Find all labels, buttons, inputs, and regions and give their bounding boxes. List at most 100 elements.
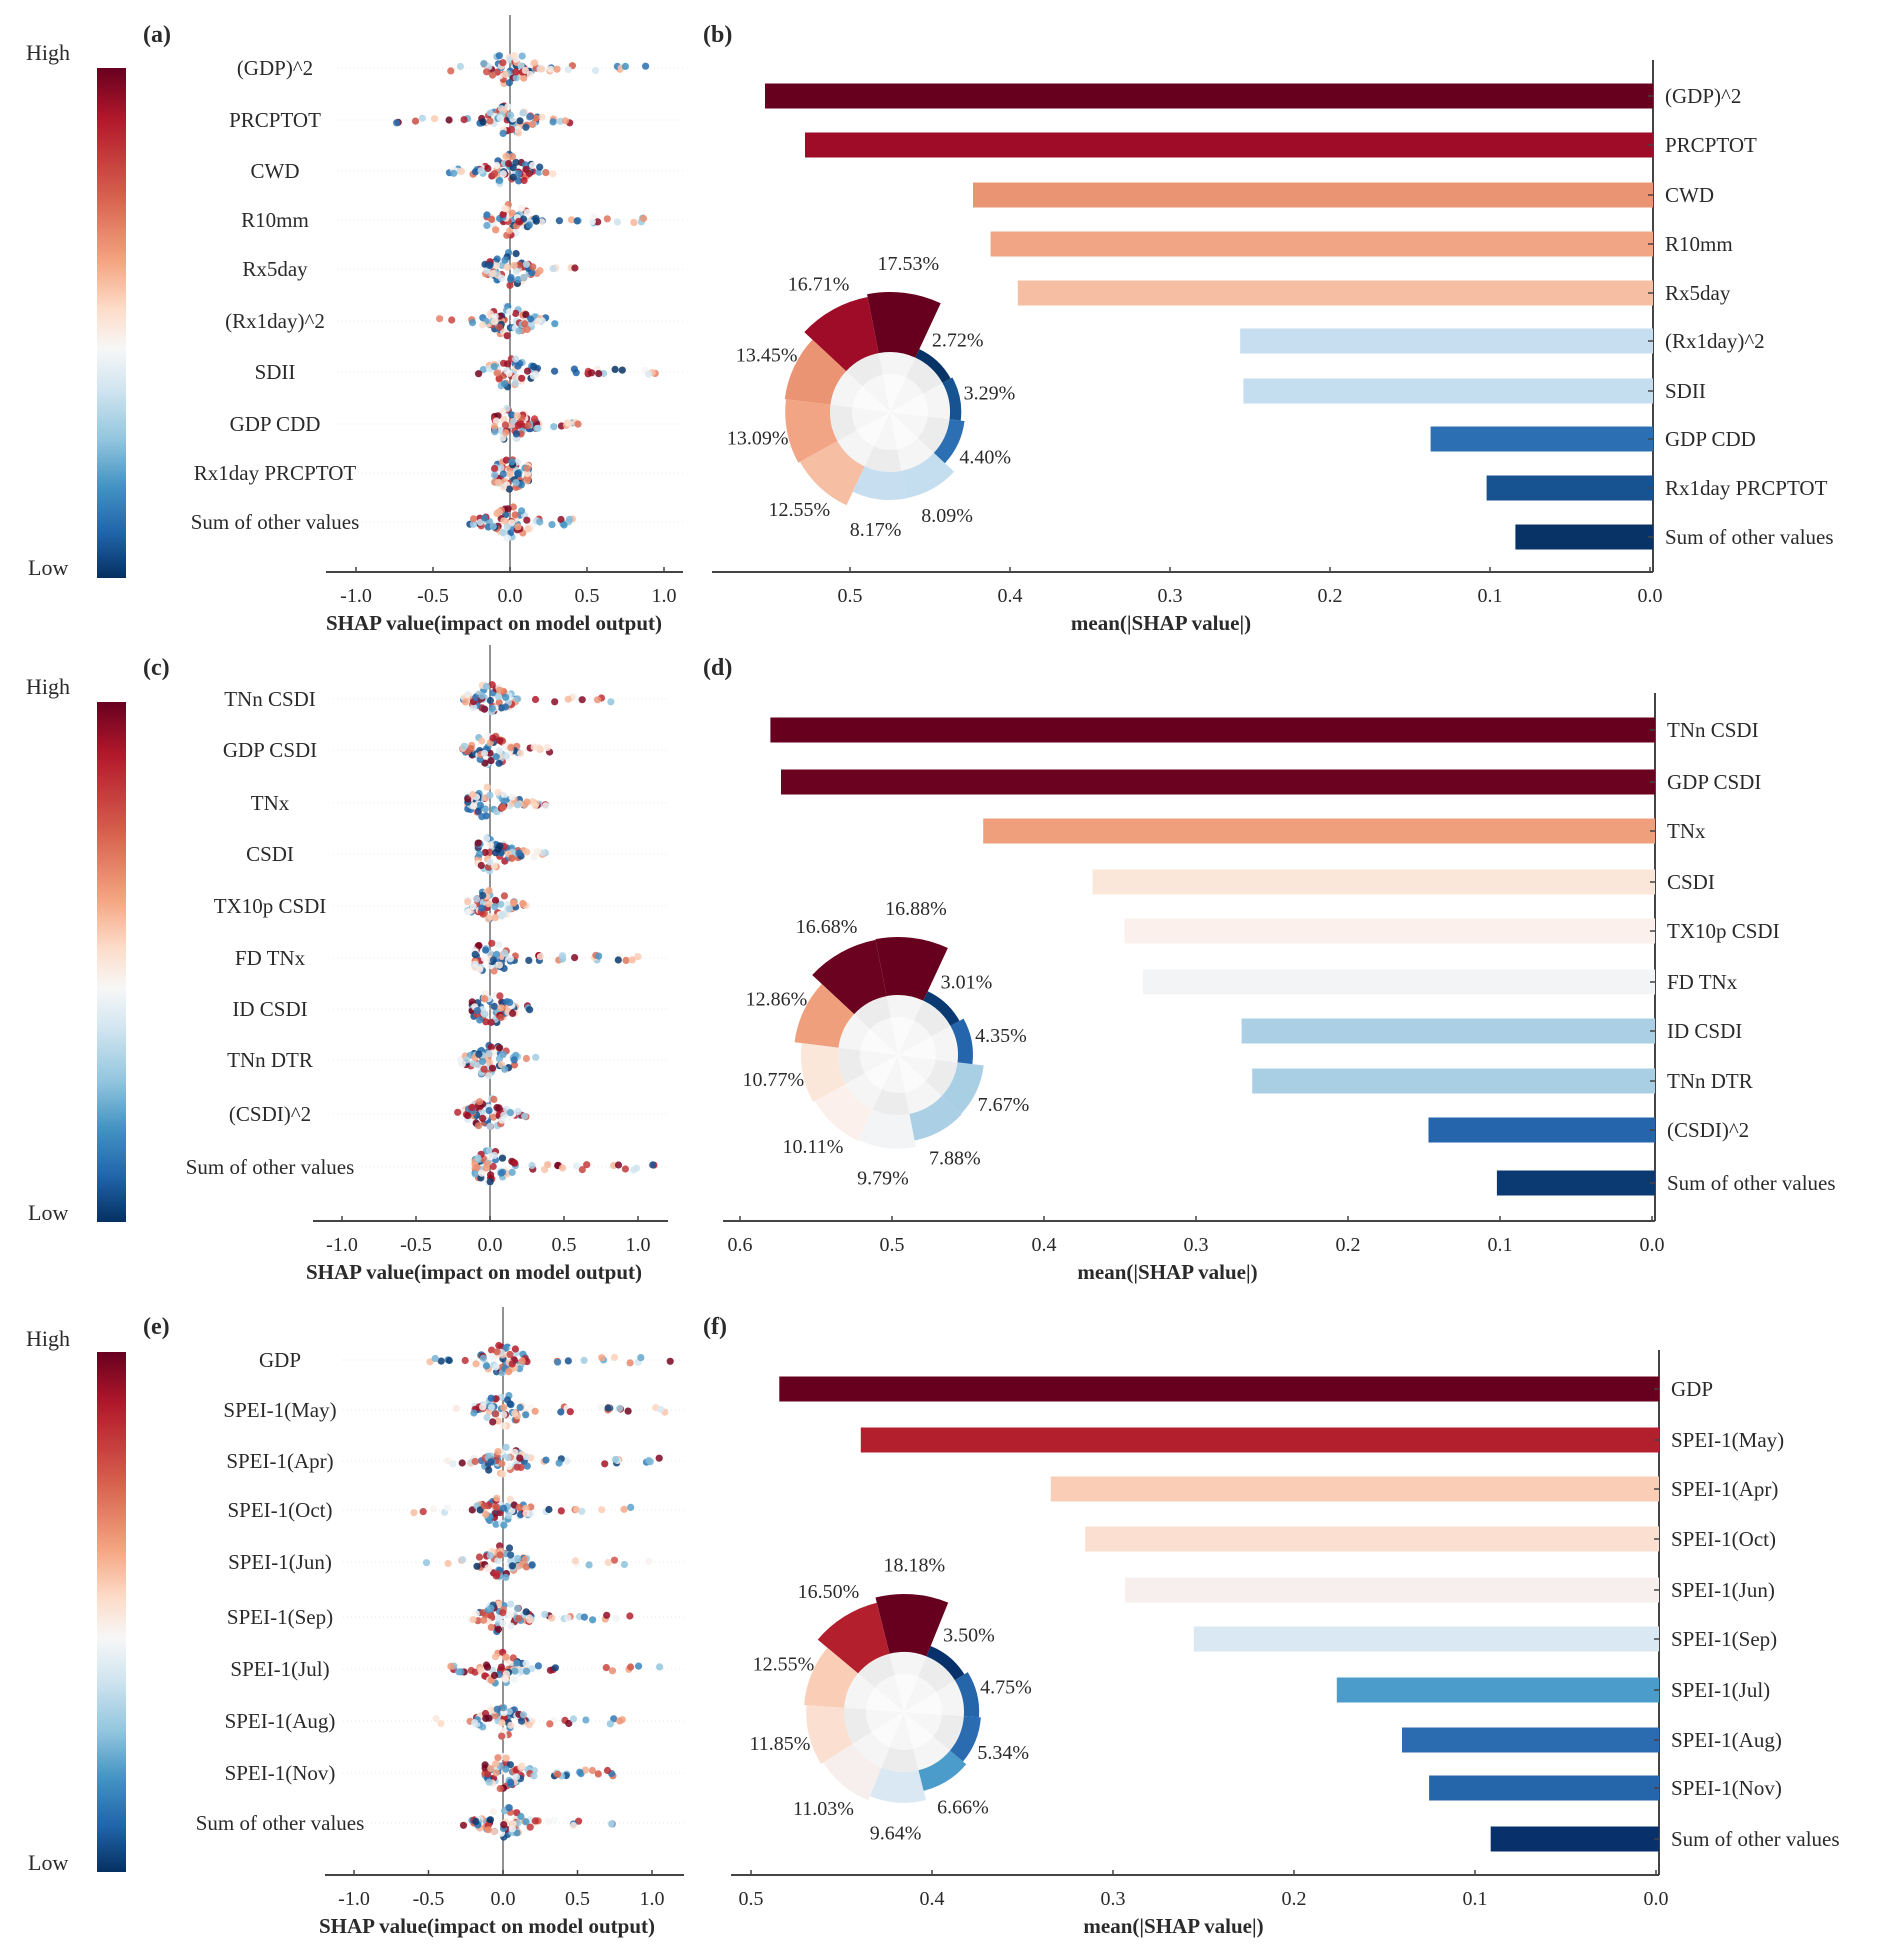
shap-point bbox=[516, 1454, 524, 1462]
shap-point bbox=[519, 899, 527, 908]
shap-point bbox=[610, 1715, 618, 1723]
x-tick-label: 1.0 bbox=[652, 585, 677, 607]
shap-point bbox=[486, 841, 495, 849]
bar bbox=[973, 182, 1653, 208]
x-axis-label: mean(|SHAP value|) bbox=[1071, 611, 1251, 635]
shap-point bbox=[476, 1098, 484, 1106]
shap-point bbox=[490, 1151, 499, 1159]
shap-point bbox=[508, 209, 516, 217]
shap-point bbox=[499, 1470, 507, 1478]
shap-point bbox=[515, 849, 523, 857]
shap-point bbox=[484, 1564, 492, 1572]
shap-point bbox=[525, 1721, 533, 1729]
polar-percent-label: 8.09% bbox=[921, 505, 973, 527]
category-label: R10mm bbox=[1665, 232, 1733, 256]
shap-point bbox=[471, 950, 479, 959]
category-label: GDP CSDI bbox=[1667, 770, 1761, 794]
category-label: Rx1day PRCPTOT bbox=[1665, 476, 1828, 500]
shap-point bbox=[523, 209, 532, 217]
shap-point bbox=[464, 690, 472, 698]
shap-point bbox=[483, 783, 491, 791]
shap-point bbox=[560, 521, 568, 529]
shap-point bbox=[555, 217, 564, 225]
shap-point bbox=[610, 1353, 619, 1361]
shap-point bbox=[645, 1557, 653, 1565]
shap-point bbox=[488, 1064, 497, 1072]
shap-point bbox=[493, 161, 501, 170]
shap-point bbox=[437, 1720, 445, 1728]
shap-point bbox=[468, 1103, 476, 1111]
shap-point bbox=[488, 1352, 496, 1360]
beeswarm-row bbox=[459, 1804, 616, 1841]
x-tick-label: -1.0 bbox=[326, 1234, 358, 1256]
x-tick-label: 0.1 bbox=[1478, 585, 1503, 607]
shap-point bbox=[473, 1163, 481, 1171]
shap-point bbox=[522, 1563, 531, 1571]
shap-point bbox=[546, 1720, 554, 1728]
shap-point bbox=[520, 176, 528, 185]
x-tick-label: 0.0 bbox=[491, 1888, 516, 1910]
polar-percent-label: 7.67% bbox=[978, 1094, 1030, 1116]
bar bbox=[1092, 869, 1655, 895]
shap-point bbox=[496, 992, 504, 1000]
shap-point bbox=[481, 848, 489, 857]
shap-point bbox=[522, 1509, 530, 1517]
panel-letter: (a) bbox=[143, 22, 171, 48]
shap-point bbox=[471, 1668, 479, 1676]
polar-sector bbox=[817, 1602, 890, 1674]
shap-point bbox=[522, 123, 530, 131]
shap-point bbox=[471, 1457, 479, 1466]
shap-point bbox=[507, 273, 515, 282]
shap-point bbox=[493, 950, 501, 959]
shap-point bbox=[582, 1716, 590, 1724]
polar-sector bbox=[942, 377, 962, 421]
shap-point bbox=[484, 164, 492, 173]
shap-point bbox=[505, 1804, 513, 1812]
shap-point bbox=[571, 954, 579, 962]
shap-point bbox=[494, 1557, 502, 1565]
shap-point bbox=[538, 218, 546, 226]
shap-point bbox=[523, 470, 531, 478]
feature-label: FD TNx bbox=[235, 946, 306, 970]
shap-point bbox=[573, 1162, 581, 1170]
shap-point bbox=[506, 955, 514, 963]
shap-point bbox=[512, 355, 520, 363]
shap-point bbox=[522, 1608, 530, 1616]
colorbar-low-label: Low bbox=[28, 1200, 68, 1225]
shap-point bbox=[490, 1828, 498, 1836]
shap-point bbox=[485, 261, 494, 269]
shap-point bbox=[496, 1551, 504, 1559]
x-tick-label: 1.0 bbox=[626, 1234, 651, 1256]
shap-point bbox=[501, 703, 510, 711]
shap-point bbox=[506, 111, 515, 119]
shap-point bbox=[626, 1359, 634, 1367]
shap-point bbox=[531, 695, 540, 704]
shap-point bbox=[522, 260, 531, 268]
shap-point bbox=[532, 370, 540, 378]
shap-point bbox=[491, 903, 499, 911]
bar bbox=[1496, 1170, 1655, 1196]
category-label: FD TNx bbox=[1667, 970, 1738, 994]
polar-sector bbox=[799, 441, 865, 506]
shap-point bbox=[498, 1116, 506, 1124]
shap-point bbox=[505, 369, 513, 377]
feature-label: TX10p CSDI bbox=[214, 894, 327, 918]
shap-point bbox=[504, 1454, 512, 1462]
shap-point bbox=[554, 1770, 562, 1778]
feature-label: GDP CSDI bbox=[223, 738, 317, 762]
polar-percent-label: 6.66% bbox=[937, 1796, 989, 1818]
shap-point bbox=[464, 795, 472, 803]
shap-point bbox=[454, 1108, 462, 1116]
shap-point bbox=[538, 65, 546, 73]
colorbar-high-label: High bbox=[26, 1326, 70, 1351]
bar bbox=[765, 83, 1653, 109]
category-label: Sum of other values bbox=[1671, 1827, 1840, 1851]
shap-point bbox=[492, 1410, 500, 1418]
feature-label: SPEI-1(Oct) bbox=[228, 1498, 333, 1522]
beeswarm-row bbox=[447, 52, 650, 88]
bar bbox=[1240, 328, 1653, 354]
shap-point bbox=[485, 1050, 493, 1058]
shap-point bbox=[452, 1404, 460, 1412]
shap-point bbox=[525, 956, 533, 965]
shap-point bbox=[492, 1769, 500, 1777]
